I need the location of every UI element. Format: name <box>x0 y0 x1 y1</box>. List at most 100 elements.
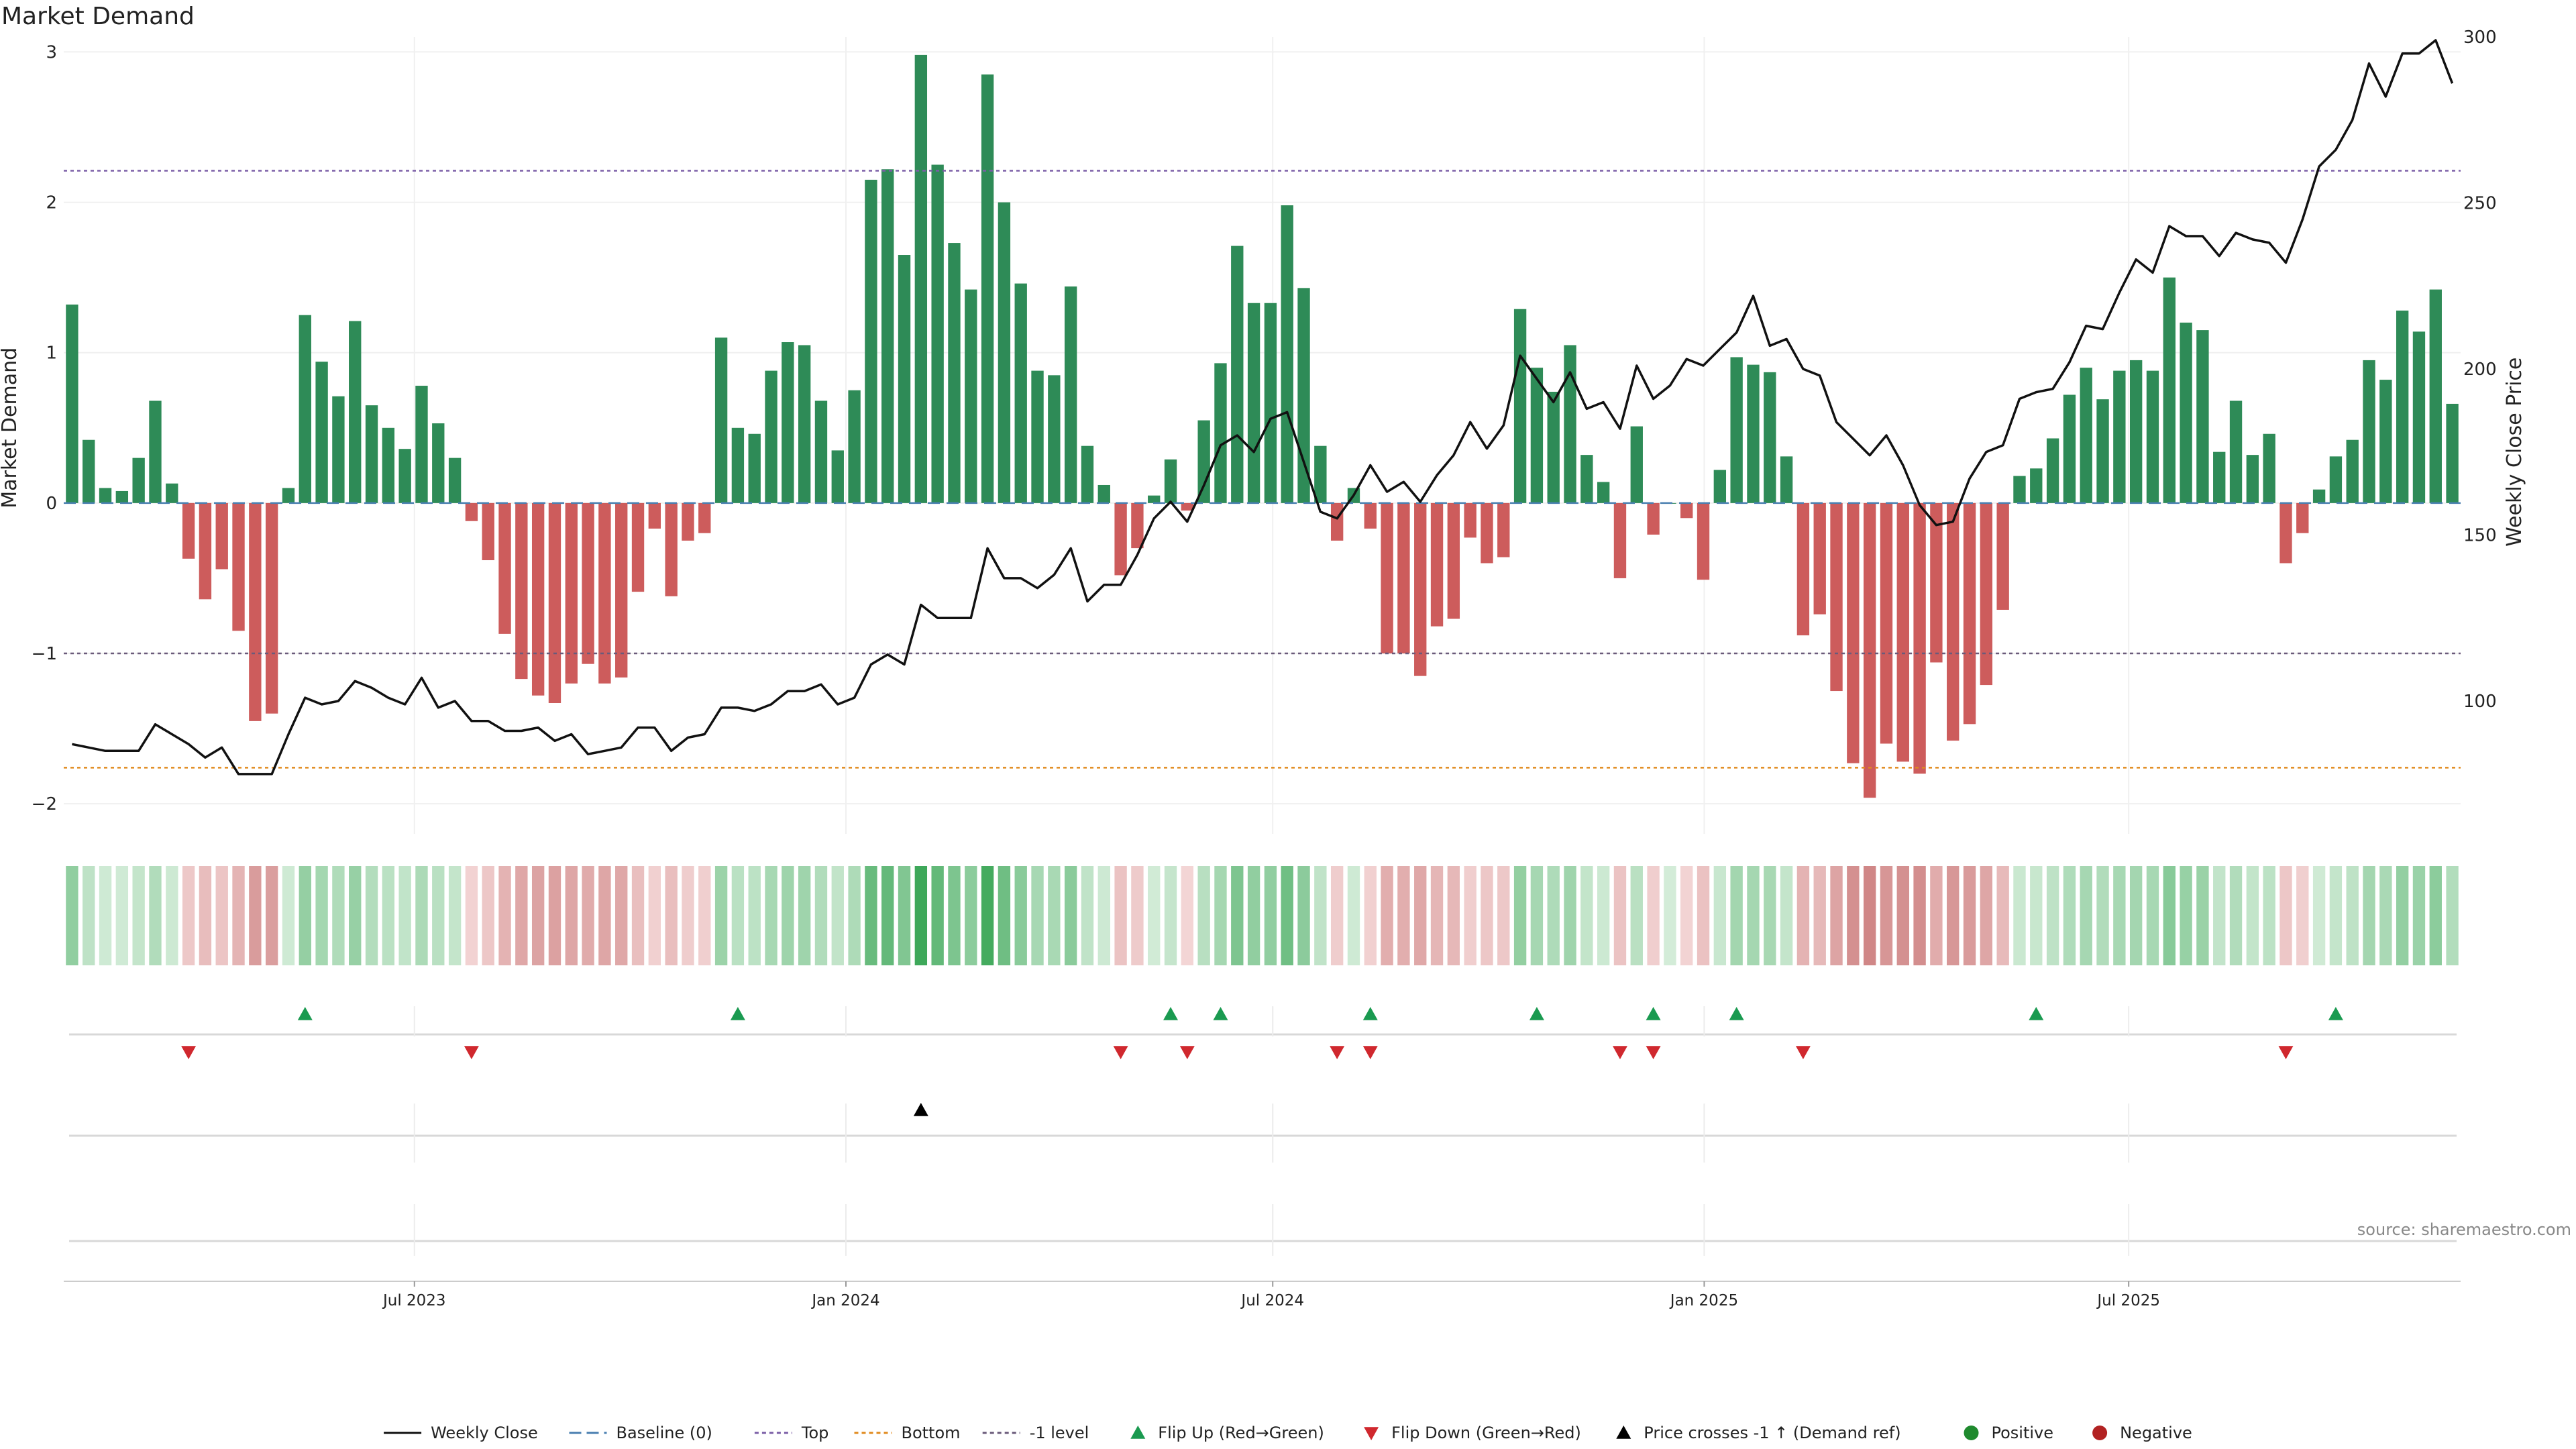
heat-cell-120 <box>2063 866 2076 965</box>
demand-bar-51 <box>914 54 928 503</box>
demand-bar-115 <box>1980 502 1993 686</box>
heat-cell-14 <box>299 866 311 965</box>
y-right-tick-label-3: 250 <box>2463 194 2497 214</box>
demand-bar-76 <box>1330 502 1344 541</box>
heat-cell-129 <box>2213 866 2226 965</box>
heat-cell-28 <box>531 866 545 965</box>
legend-label-6: Flip Down (Green→Red) <box>1391 1424 1581 1442</box>
heat-cell-36 <box>665 866 678 965</box>
demand-bar-98 <box>1697 502 1710 580</box>
heat-cell-88 <box>1530 866 1544 965</box>
heat-cell-8 <box>199 866 212 965</box>
heat-cell-11 <box>249 866 262 965</box>
demand-bar-109 <box>1880 502 1893 744</box>
flip-down-marker-8 <box>1795 1046 1811 1059</box>
heat-cell-3 <box>115 866 129 965</box>
heat-cell-82 <box>1430 866 1444 965</box>
legend-item-1: Baseline (0) <box>569 1424 712 1442</box>
heat-cell-51 <box>914 866 928 965</box>
demand-bar-19 <box>382 427 395 503</box>
heat-cell-91 <box>1580 866 1593 965</box>
demand-bar-71 <box>1247 303 1260 503</box>
heat-cell-65 <box>1148 866 1161 965</box>
demand-bar-29 <box>548 502 561 703</box>
demand-bar-124 <box>2129 360 2143 503</box>
flip-up-marker-1 <box>730 1007 745 1020</box>
demand-bar-114 <box>1963 502 1976 724</box>
heat-cell-63 <box>1114 866 1127 965</box>
heat-cell-116 <box>1996 866 2009 965</box>
heat-cell-75 <box>1314 866 1327 965</box>
demand-bar-87 <box>1513 309 1527 503</box>
flip-up-marker-9 <box>2328 1007 2343 1020</box>
legend-label-0: Weekly Close <box>431 1424 538 1442</box>
chart-title: Market Demand <box>1 3 195 30</box>
heat-cell-33 <box>615 866 628 965</box>
demand-bar-92 <box>1597 482 1610 503</box>
legend-item-6: Flip Down (Green→Red) <box>1364 1424 1581 1442</box>
demand-bar-9 <box>215 502 228 570</box>
demand-bar-21 <box>415 386 428 503</box>
heat-cell-54 <box>965 866 977 965</box>
heat-cell-130 <box>2229 866 2243 965</box>
heat-cell-87 <box>1513 866 1527 965</box>
demand-bar-64 <box>1131 502 1144 549</box>
demand-bar-127 <box>2180 322 2192 503</box>
flip-up-marker-8 <box>2029 1007 2044 1020</box>
legend-item-0: Weekly Close <box>384 1424 538 1442</box>
heat-cell-95 <box>1647 866 1660 965</box>
flip-up-marker-7 <box>1729 1007 1744 1020</box>
heat-cell-97 <box>1680 866 1693 965</box>
heat-cell-133 <box>2279 866 2292 965</box>
y-tick-label-4: 2 <box>46 193 57 213</box>
heat-cell-86 <box>1497 866 1510 965</box>
demand-bar-2 <box>99 488 112 503</box>
heat-cell-26 <box>498 866 511 965</box>
heat-cell-137 <box>2346 866 2359 965</box>
heat-cell-61 <box>1081 866 1094 965</box>
heat-cell-81 <box>1414 866 1427 965</box>
demand-bar-90 <box>1564 345 1576 503</box>
heat-cell-142 <box>2429 866 2442 965</box>
demand-bar-135 <box>2312 489 2326 503</box>
legend: Weekly Close Baseline (0) Top Bottom -1 leve… <box>384 1424 2192 1442</box>
legend-item-4: -1 level <box>982 1424 1089 1442</box>
demand-bar-4 <box>132 458 145 503</box>
demand-bar-89 <box>1547 391 1560 503</box>
heat-cell-6 <box>166 866 178 965</box>
heat-cell-84 <box>1464 866 1477 965</box>
heat-cell-48 <box>865 866 877 965</box>
heat-cell-53 <box>948 866 961 965</box>
heat-cell-62 <box>1097 866 1110 965</box>
heat-cell-29 <box>548 866 561 965</box>
demand-bar-118 <box>2030 468 2043 503</box>
heat-cell-46 <box>831 866 844 965</box>
heat-cell-7 <box>182 866 195 965</box>
demand-bar-41 <box>748 433 761 503</box>
demand-bar-60 <box>1064 286 1077 503</box>
y-axis-right-label: Weekly Close Price <box>2503 358 2526 547</box>
heat-cell-79 <box>1381 866 1393 965</box>
demand-bar-38 <box>698 502 711 533</box>
heat-cell-49 <box>881 866 894 965</box>
demand-bar-50 <box>898 255 911 503</box>
heat-cell-90 <box>1564 866 1576 965</box>
x-tick-label-2: Jul 2024 <box>1240 1292 1304 1309</box>
demand-bar-136 <box>2329 456 2343 503</box>
y-tick-label-1: −1 <box>32 644 57 664</box>
heat-cell-32 <box>598 866 611 965</box>
demand-bar-63 <box>1114 502 1127 576</box>
heat-cell-0 <box>66 866 78 965</box>
demand-bar-3 <box>115 490 129 503</box>
legend-item-8: Positive <box>1964 1424 2053 1442</box>
heat-cell-80 <box>1397 866 1410 965</box>
flip-up-marker-2 <box>1163 1007 1179 1020</box>
heat-cell-121 <box>2080 866 2092 965</box>
demand-bar-75 <box>1314 445 1327 503</box>
demand-bar-36 <box>665 502 678 596</box>
heat-cell-101 <box>1747 866 1760 965</box>
demand-bar-34 <box>631 502 645 592</box>
demand-bar-137 <box>2346 439 2359 503</box>
heat-cell-58 <box>1031 866 1044 965</box>
heat-cell-99 <box>1713 866 1727 965</box>
